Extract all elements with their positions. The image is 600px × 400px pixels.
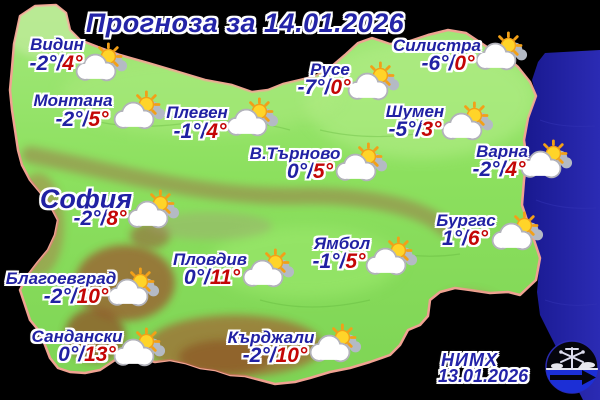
temp-min: -2° bbox=[55, 108, 83, 131]
city-name: Силистра bbox=[392, 36, 482, 55]
temp-max: 3° bbox=[421, 118, 442, 141]
partly-cloudy-icon bbox=[226, 97, 280, 137]
forecast-title: Прогноза за 14.01.2026 bbox=[85, 8, 405, 38]
partly-cloudy-icon bbox=[441, 101, 495, 141]
temp-max: 13° bbox=[84, 343, 116, 366]
city-name: Кърджали bbox=[227, 328, 315, 347]
temp-max: 10° bbox=[76, 285, 109, 308]
logo-mountain bbox=[578, 362, 590, 368]
city-name: Монтана bbox=[33, 91, 113, 110]
temp-max: 6° bbox=[467, 227, 488, 250]
temp-max: 4° bbox=[62, 52, 83, 75]
city-name: Русе bbox=[310, 60, 350, 79]
temp-min: -7° bbox=[297, 76, 325, 99]
temp-min: 0° bbox=[183, 266, 205, 289]
temp-separator: / bbox=[448, 52, 455, 75]
temp-min: -2° bbox=[472, 158, 500, 181]
temp-max: 5° bbox=[345, 250, 366, 273]
temp-min: -2° bbox=[29, 52, 57, 75]
partly-cloudy-icon bbox=[127, 189, 181, 229]
temp-min: 0° bbox=[58, 343, 79, 366]
temp-separator: / bbox=[499, 158, 506, 181]
temp-separator: / bbox=[78, 343, 85, 366]
partly-cloudy-icon bbox=[491, 211, 545, 251]
temp-separator: / bbox=[100, 207, 107, 230]
temp-min: -6° bbox=[421, 52, 449, 75]
city-temps: -6°/0° bbox=[422, 53, 475, 74]
city-temps: 0°/5° bbox=[287, 161, 333, 182]
city-name: Плевен bbox=[166, 103, 228, 122]
logo-sea-half bbox=[546, 369, 598, 393]
temp-min: -5° bbox=[388, 118, 416, 141]
temp-separator: / bbox=[200, 120, 207, 143]
city-temps: -7°/0° bbox=[298, 77, 351, 98]
temp-separator: / bbox=[70, 285, 77, 308]
city-temps: -2°/5° bbox=[56, 109, 109, 130]
city-temps: 0°/11° bbox=[184, 267, 240, 288]
temp-separator: / bbox=[415, 118, 422, 141]
temp-separator: / bbox=[462, 227, 468, 250]
temp-min: -2° bbox=[73, 207, 101, 230]
temp-min: 0° bbox=[287, 160, 308, 183]
temp-min: -2° bbox=[43, 285, 71, 308]
temp-max: 0° bbox=[454, 52, 475, 75]
partly-cloudy-icon bbox=[365, 236, 419, 276]
city-temps: 1°/6° bbox=[442, 228, 488, 249]
temp-max: 4° bbox=[505, 158, 526, 181]
temp-max: 8° bbox=[106, 207, 127, 230]
city-temps: -1°/4° bbox=[174, 121, 227, 142]
temp-min: 1° bbox=[442, 227, 463, 250]
city-temps: 0°/13° bbox=[58, 344, 116, 365]
temp-max: 11° bbox=[209, 266, 241, 289]
sea-texture bbox=[535, 119, 598, 306]
logo-arrow bbox=[550, 370, 596, 385]
temp-max: 5° bbox=[88, 108, 109, 131]
temp-max: 4° bbox=[206, 120, 227, 143]
partly-cloudy-icon bbox=[347, 61, 401, 101]
city-temps: -2°/10° bbox=[44, 286, 109, 307]
city-name: Ямбол bbox=[313, 234, 371, 253]
city-name: Шумен bbox=[385, 102, 445, 121]
city-name: Видин bbox=[30, 35, 84, 54]
city-name: Сандански bbox=[31, 327, 123, 346]
temp-separator: / bbox=[269, 344, 276, 367]
city-temps: -2°/4° bbox=[473, 159, 526, 180]
temp-separator: / bbox=[204, 266, 210, 289]
temp-max: 0° bbox=[330, 76, 351, 99]
temp-separator: / bbox=[56, 52, 63, 75]
city-temps: -1°/5° bbox=[313, 251, 366, 272]
temp-separator: / bbox=[82, 108, 89, 131]
city-name: София bbox=[39, 184, 133, 214]
issue-date-label: 13.01.2026 bbox=[438, 366, 529, 386]
temp-separator: / bbox=[307, 160, 313, 183]
temp-max: 10° bbox=[275, 344, 308, 367]
city-temps: -5°/3° bbox=[389, 119, 442, 140]
city-name: Бургас bbox=[436, 211, 496, 230]
temp-separator: / bbox=[324, 76, 331, 99]
city-name: Благоевград bbox=[5, 269, 117, 288]
temp-min: -1° bbox=[173, 120, 201, 143]
partly-cloudy-icon bbox=[113, 90, 167, 130]
nimh-logo bbox=[545, 340, 599, 394]
black-sea bbox=[522, 50, 600, 400]
city-name: В.Търново bbox=[249, 144, 341, 163]
city-name: Варна bbox=[476, 142, 528, 161]
temp-max: 5° bbox=[312, 160, 333, 183]
city-temps: -2°/10° bbox=[243, 345, 308, 366]
wind-vane bbox=[560, 347, 584, 370]
city-temps: -2°/8° bbox=[74, 208, 127, 229]
temp-separator: / bbox=[339, 250, 346, 273]
temp-min: -2° bbox=[242, 344, 270, 367]
city-name: Пловдив bbox=[173, 250, 247, 269]
city-temps: -2°/4° bbox=[30, 53, 83, 74]
nimh-org-label: НИМХ bbox=[441, 350, 498, 370]
partly-cloudy-icon bbox=[242, 248, 296, 288]
temp-min: -1° bbox=[312, 250, 340, 273]
